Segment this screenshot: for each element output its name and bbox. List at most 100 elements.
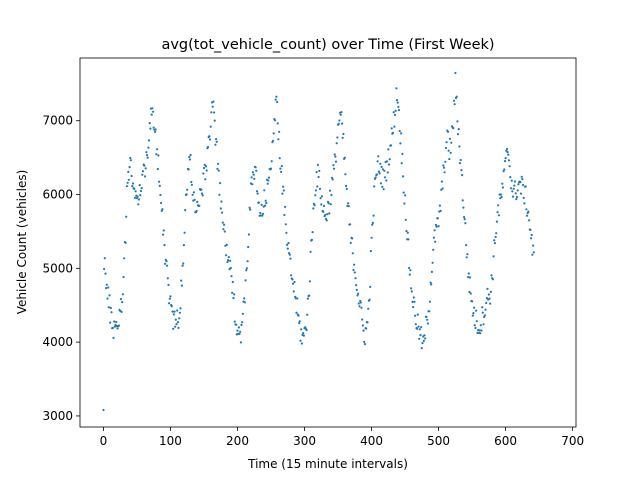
data-point: [223, 230, 226, 233]
y-tick-label: 3000: [42, 409, 73, 423]
data-point: [460, 169, 463, 172]
data-point: [272, 132, 275, 135]
data-point: [156, 148, 159, 151]
data-point: [404, 194, 407, 197]
data-point: [358, 305, 361, 308]
data-point: [388, 158, 391, 161]
data-point: [219, 182, 222, 185]
data-point: [485, 296, 488, 300]
data-point: [291, 278, 294, 281]
data-point: [180, 284, 183, 287]
data-point: [230, 275, 233, 278]
data-point: [503, 168, 506, 171]
data-point: [412, 306, 415, 309]
data-point: [506, 151, 509, 154]
data-point: [240, 323, 243, 327]
y-tick-label: 5000: [42, 261, 73, 275]
data-point: [528, 219, 531, 222]
data-point: [286, 247, 289, 250]
data-point: [418, 328, 421, 331]
data-point: [325, 219, 328, 222]
data-point: [458, 162, 462, 165]
data-point: [499, 193, 502, 196]
x-tick-label: 200: [226, 434, 249, 448]
data-point: [211, 105, 214, 108]
data-point: [154, 128, 157, 131]
data-point: [107, 306, 110, 309]
data-point: [437, 225, 440, 228]
data-point: [186, 188, 189, 191]
data-point: [324, 213, 327, 216]
data-point: [443, 171, 446, 174]
data-point: [271, 139, 275, 142]
data-point: [105, 287, 108, 290]
data-point: [191, 193, 194, 196]
data-point: [188, 155, 191, 159]
data-point: [362, 329, 365, 332]
data-point: [152, 110, 155, 113]
data-point: [461, 174, 464, 177]
data-point: [379, 162, 382, 165]
data-point: [223, 223, 226, 226]
data-point: [302, 334, 305, 337]
data-point: [139, 194, 142, 197]
data-point: [322, 210, 325, 213]
data-point: [366, 321, 369, 324]
data-point: [103, 267, 106, 271]
data-point: [221, 221, 224, 224]
data-point: [492, 255, 495, 258]
data-point: [290, 274, 293, 277]
data-point: [143, 164, 146, 167]
data-point: [137, 198, 141, 201]
data-point: [190, 183, 193, 186]
data-point: [115, 320, 118, 324]
data-point: [279, 167, 282, 170]
data-point: [169, 295, 172, 298]
data-point: [530, 237, 533, 240]
data-point: [160, 209, 163, 212]
data-point: [134, 190, 137, 193]
data-point: [174, 325, 177, 328]
data-point: [405, 229, 408, 233]
data-point: [369, 285, 372, 288]
data-point: [383, 176, 387, 179]
data-point: [302, 332, 305, 335]
data-point: [285, 231, 288, 234]
data-point: [253, 177, 256, 180]
data-point: [217, 162, 220, 165]
data-point: [220, 200, 223, 203]
data-point: [130, 174, 133, 178]
data-point: [333, 153, 336, 156]
data-point: [117, 324, 120, 327]
plot-frame: [79, 57, 577, 428]
data-point: [176, 321, 179, 324]
y-tick-label: 6000: [42, 188, 73, 202]
data-point: [192, 191, 195, 194]
data-point: [347, 205, 350, 208]
y-axis-ticks: 3000 4000 5000 6000 7000: [42, 114, 80, 423]
data-point: [139, 189, 143, 193]
data-point: [438, 204, 441, 207]
data-point: [219, 207, 222, 210]
data-point: [322, 204, 326, 208]
data-point: [164, 262, 167, 265]
data-point: [468, 290, 471, 294]
data-point: [493, 239, 496, 242]
data-point: [519, 181, 522, 184]
data-point: [368, 298, 371, 301]
data-point: [217, 169, 220, 172]
data-point: [330, 193, 333, 197]
data-point: [158, 184, 161, 187]
data-point: [421, 342, 424, 345]
data-point: [504, 157, 507, 160]
data-point: [300, 328, 303, 331]
data-point: [473, 306, 476, 309]
data-point: [298, 322, 301, 325]
data-point: [215, 140, 218, 143]
data-point: [372, 214, 375, 217]
data-point: [162, 229, 165, 232]
data-point: [393, 113, 397, 116]
y-tick-label: 4000: [42, 335, 73, 349]
data-point: [352, 268, 355, 272]
